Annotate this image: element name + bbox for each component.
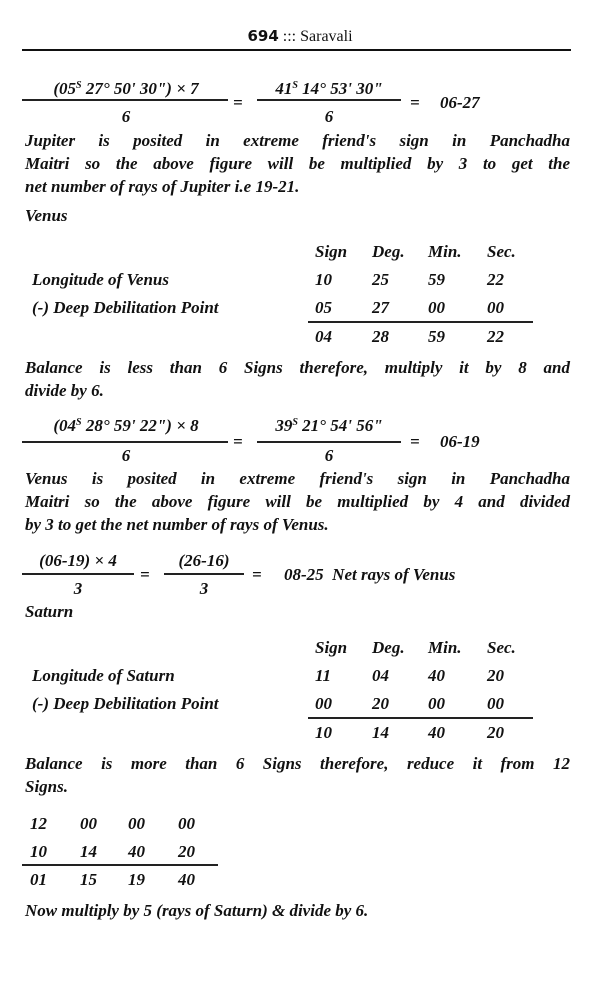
cell: 00 (80, 814, 97, 833)
cell: 40 (128, 842, 145, 861)
denominator: 6 (324, 107, 334, 126)
equals-sign: = (410, 93, 420, 112)
numerator: 41S 14° 53' 30" (275, 79, 383, 98)
cell: 00 (487, 694, 504, 713)
cell: 00 (315, 694, 332, 713)
cell: 27 (372, 298, 389, 317)
cell: 10 (315, 270, 332, 289)
section-heading-saturn: Saturn (25, 602, 74, 621)
paragraph-line: Jupiter is posited in extreme friend's s… (25, 131, 570, 150)
result-cell: 10 (315, 723, 332, 742)
equals-sign: = (233, 432, 243, 451)
paragraph-line: net number of rays of Jupiter i.e 19-21. (25, 177, 300, 196)
result-cell: 40 (178, 870, 195, 889)
numerator: 39S 21° 54' 56" (275, 416, 383, 435)
fraction-bar (257, 441, 401, 443)
paragraph-line: Maitri so the above figure will be multi… (25, 154, 570, 173)
cell: 20 (487, 666, 504, 685)
result-cell: 19 (128, 870, 145, 889)
equals-sign: = (140, 565, 150, 584)
cell: 00 (428, 298, 445, 317)
col-header: Min. (428, 638, 462, 657)
col-header: Deg. (372, 638, 405, 657)
col-header: Deg. (372, 242, 405, 261)
numerator: (26-16) (178, 551, 230, 570)
paragraph-line: Balance is more than 6 Signs therefore, … (25, 754, 570, 773)
result-cell: 59 (428, 327, 445, 346)
equals-sign: = (410, 432, 420, 451)
section-heading-venus: Venus (25, 206, 68, 225)
cell: 25 (372, 270, 389, 289)
numerator: (04S 28° 59' 22") × 8 (53, 416, 199, 435)
cell: 20 (178, 842, 195, 861)
result-cell: 22 (487, 327, 504, 346)
numerator: (05S 27° 50' 30") × 7 (53, 79, 199, 98)
fraction-bar (22, 573, 134, 575)
cell: 04 (372, 666, 389, 685)
paragraph-line: Venus is posited in extreme friend's sig… (25, 469, 570, 488)
page-number: 694 (247, 27, 279, 45)
fraction-bar (22, 441, 228, 443)
paragraph-line: Now multiply by 5 (rays of Saturn) & div… (25, 901, 369, 920)
cell: 59 (428, 270, 445, 289)
paragraph-line: by 3 to get the net number of rays of Ve… (25, 515, 329, 534)
cell: 05 (315, 298, 332, 317)
equals-sign: = (233, 93, 243, 112)
result-cell: 01 (30, 870, 47, 889)
cell: 40 (428, 666, 445, 685)
row-label: Longitude of Venus (32, 270, 169, 289)
col-header: Sign (315, 242, 348, 261)
row-label: (-) Deep Debilitation Point (32, 298, 219, 317)
cell: 22 (487, 270, 504, 289)
col-header: Sec. (487, 242, 516, 261)
result: 08-25 Net rays of Venus (284, 565, 456, 584)
result-cell: 28 (372, 327, 389, 346)
paragraph-line: Signs. (25, 777, 68, 796)
cell: 00 (428, 694, 445, 713)
col-header: Sec. (487, 638, 516, 657)
denominator: 6 (121, 446, 131, 465)
cell: 00 (487, 298, 504, 317)
numerator: (06-19) × 4 (39, 551, 117, 570)
result-cell: 15 (80, 870, 97, 889)
cell: 12 (30, 814, 47, 833)
paragraph-line: divide by 6. (25, 381, 104, 400)
paragraph-line: Maitri so the above figure will be multi… (25, 492, 570, 511)
col-header: Sign (315, 638, 348, 657)
result: 06-27 (440, 93, 480, 112)
denominator: 3 (73, 579, 83, 598)
cell: 10 (30, 842, 47, 861)
denominator: 6 (324, 446, 334, 465)
fraction-bar (257, 99, 401, 101)
cell: 11 (315, 666, 332, 685)
subtraction-rule (308, 321, 533, 323)
fraction-bar (164, 573, 244, 575)
book-title: Saravali (300, 28, 353, 45)
equals-sign: = (252, 565, 262, 584)
result-cell: 04 (315, 327, 332, 346)
subtraction-rule (308, 717, 533, 719)
header-separator: ::: (282, 28, 297, 45)
cell: 14 (80, 842, 97, 861)
subtraction-rule (22, 864, 218, 866)
cell: 00 (128, 814, 145, 833)
running-header: 694 ::: Saravali (0, 26, 600, 47)
paragraph-line: Balance is less than 6 Signs therefore, … (25, 358, 570, 377)
cell: 00 (178, 814, 195, 833)
header-rule (22, 49, 571, 51)
denominator: 3 (199, 579, 209, 598)
result-cell: 40 (428, 723, 445, 742)
result-cell: 20 (487, 723, 504, 742)
cell: 20 (372, 694, 389, 713)
denominator: 6 (121, 107, 131, 126)
result-cell: 14 (372, 723, 389, 742)
fraction-bar (22, 99, 228, 101)
row-label: Longitude of Saturn (32, 666, 175, 685)
col-header: Min. (428, 242, 462, 261)
row-label: (-) Deep Debilitation Point (32, 694, 219, 713)
result: 06-19 (440, 432, 480, 451)
